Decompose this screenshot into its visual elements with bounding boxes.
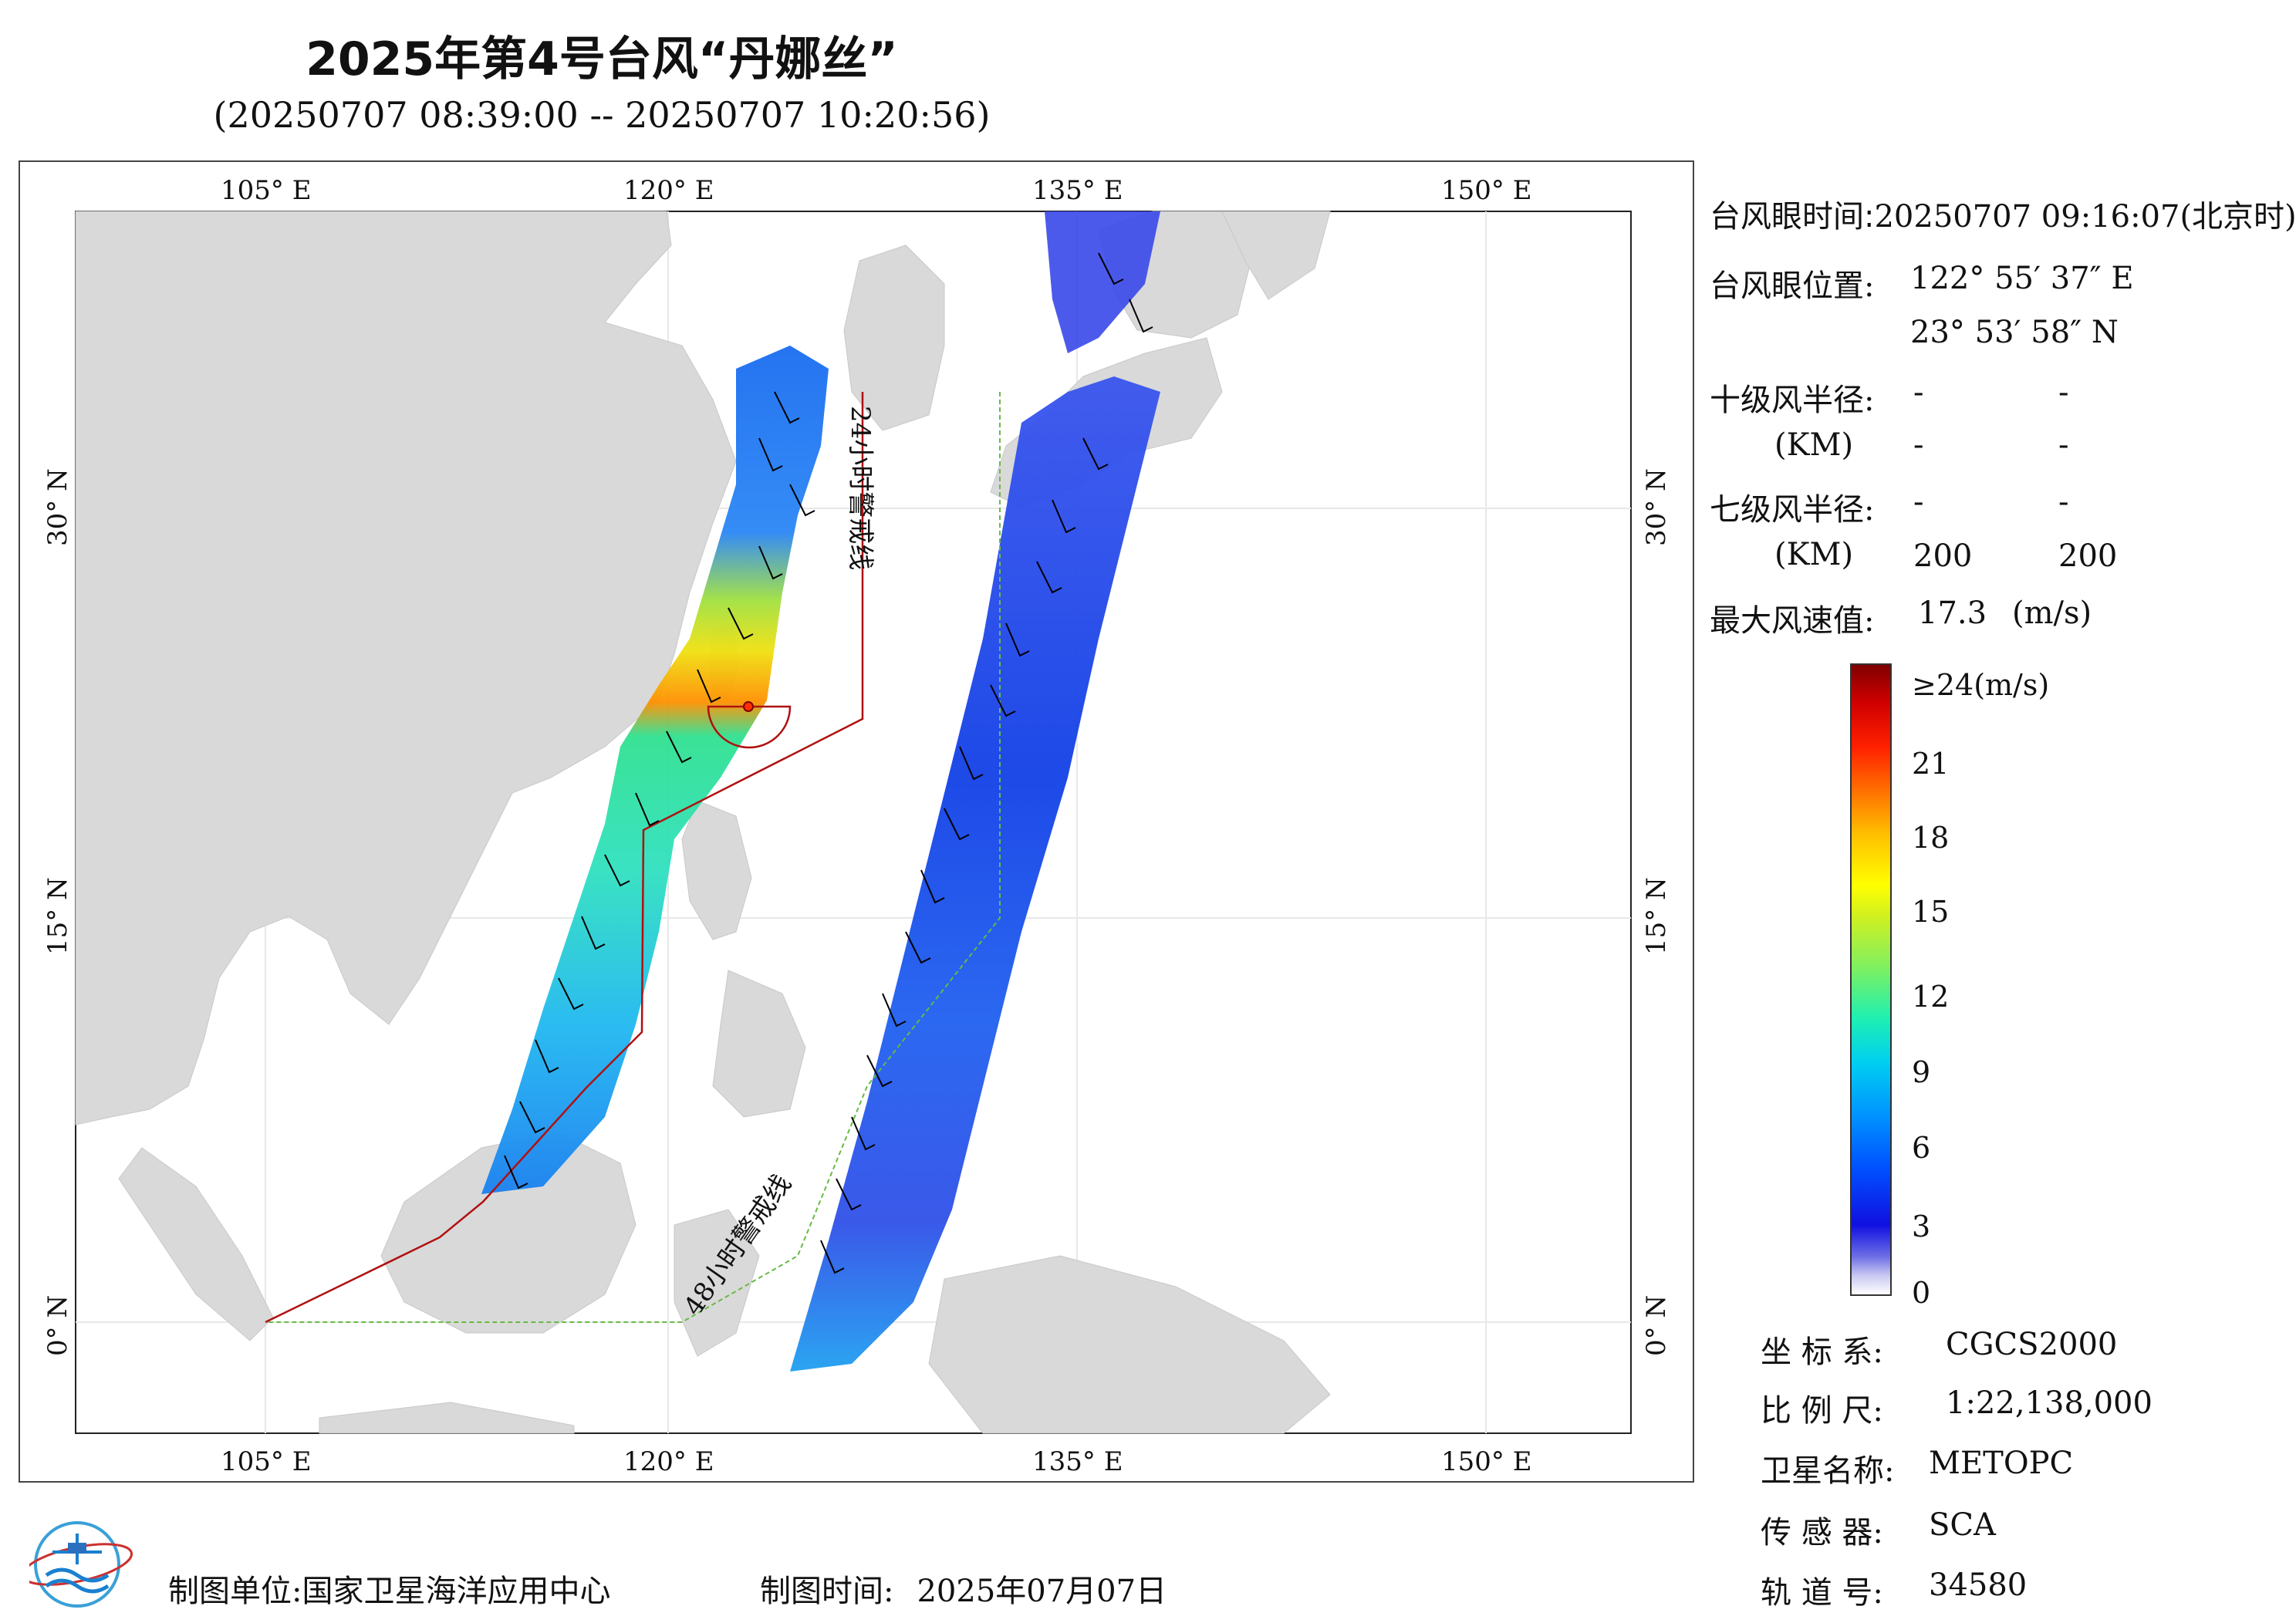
footer-time-value: 2025年07月07日 [917,1574,1167,1609]
max-wind-value: 17.3 [1918,596,1987,631]
footer-time-label: 制图时间: [760,1574,894,1609]
r7-value-1: - [1913,484,1924,520]
lon-tick-top-135: 135° E [1032,175,1123,206]
warning-line-48h [265,392,1001,1323]
map-title: 2025年第4号台风“丹娜丝” [306,32,898,86]
lat-tick-left-30: 30° N [42,468,73,546]
warning-line-24h [265,392,864,1324]
lon-tick-top-105: 105° E [221,175,312,206]
lat-tick-right-30: 30° N [1641,468,1672,546]
r10-value-3: - [1913,427,1924,463]
crs-label: 坐 标 系: [1761,1335,1883,1370]
r10-label: 十级风半径: [1710,383,1875,418]
warning-line-24h-label: 24小时警戒线 [845,406,876,570]
lon-tick-bottom-135: 135° E [1032,1446,1123,1477]
lon-tick-top-150: 150° E [1441,175,1532,206]
info-panel: 台风眼时间:20250707 09:16:07(北京时) 台风眼位置: 122°… [1710,184,2296,1387]
footer-time: 制图时间: 2025年07月07日 [760,1566,1167,1611]
eye-time-value: 20250707 09:16:07(北京时) [1874,199,2296,235]
typhoon-eye-marker [743,701,754,712]
sensor-label: 传 感 器: [1761,1515,1883,1550]
orbit-label: 轨 道 号: [1761,1575,1883,1611]
lat-tick-right-0: 0° N [1641,1295,1672,1356]
lat-tick-right-15: 15° N [1641,877,1672,955]
lat-tick-left-0: 0° N [42,1295,73,1356]
typhoon-wind-circle [707,705,792,749]
colorbar-label-9: 9 [1912,1055,1931,1089]
colorbar-label-21: 21 [1912,747,1950,781]
eye-lat-value: 23° 53′ 58″ N [1910,315,2119,350]
colorbar-label-18: 18 [1912,821,1950,855]
colorbar-label-15: 15 [1912,895,1950,929]
eye-lon-value: 122° 55′ 37″ E [1910,261,2134,296]
wind-swath-west [481,346,829,1194]
colorbar-label-0: 0 [1912,1276,1931,1310]
r7-km-label: (KM) [1774,537,1854,572]
r10-km-label: (KM) [1774,427,1854,463]
r7-label: 七级风半径: [1710,492,1875,528]
r10-value-1: - [1913,375,1924,410]
wind-map[interactable]: 24小时警戒线 48小时警戒线 105° E 120° E 135° E 150… [19,160,1694,1483]
scale-value: 1:22,138,000 [1946,1385,2152,1421]
agency-logo-icon [29,1521,133,1608]
satellite-value: METOPC [1929,1446,2074,1481]
colorbar-label-24: ≥24(m/s) [1912,668,2050,702]
colorbar-label-12: 12 [1912,980,1950,1014]
scale-label: 比 例 尺: [1761,1393,1883,1429]
r10-value-4: - [2058,427,2069,463]
r7-value-4: 200 [2058,538,2118,574]
r7-value-3: 200 [1913,538,1973,574]
wind-speed-colorbar [1850,663,1892,1296]
max-wind-label: 最大风速值: [1710,603,1875,639]
eye-time-label: 台风眼时间: [1710,199,1875,235]
wind-swath-east [790,211,1160,1372]
lon-tick-top-120: 120° E [623,175,714,206]
sensor-value: SCA [1929,1507,1996,1543]
footer-org-label: 制图单位: [168,1574,302,1609]
lat-tick-left-15: 15° N [42,877,73,955]
footer-org-value: 国家卫星海洋应用中心 [302,1574,611,1609]
lon-tick-bottom-105: 105° E [221,1446,312,1477]
footer-org: 制图单位:国家卫星海洋应用中心 [168,1566,610,1611]
lon-tick-bottom-120: 120° E [623,1446,714,1477]
orbit-value: 34580 [1929,1567,2028,1603]
eye-pos-label: 台风眼位置: [1710,268,1875,304]
r7-value-2: - [2058,484,2069,520]
max-wind-unit: (m/s) [2012,596,2092,631]
lon-tick-bottom-150: 150° E [1441,1446,1532,1477]
colorbar-label-3: 3 [1912,1210,1931,1243]
r10-value-2: - [2058,375,2069,410]
crs-value: CGCS2000 [1946,1327,2118,1362]
map-plot-area: 24小时警戒线 48小时警戒线 105° E 120° E 135° E 150… [42,175,1672,1477]
satellite-label: 卫星名称: [1761,1453,1895,1489]
map-subtitle: (20250707 08:39:00 -- 20250707 10:20:56) [213,94,991,136]
wind-barbs [504,252,1153,1274]
eye-time-row: 台风眼时间:20250707 09:16:07(北京时) [1710,191,2296,236]
colorbar-label-6: 6 [1912,1131,1931,1165]
